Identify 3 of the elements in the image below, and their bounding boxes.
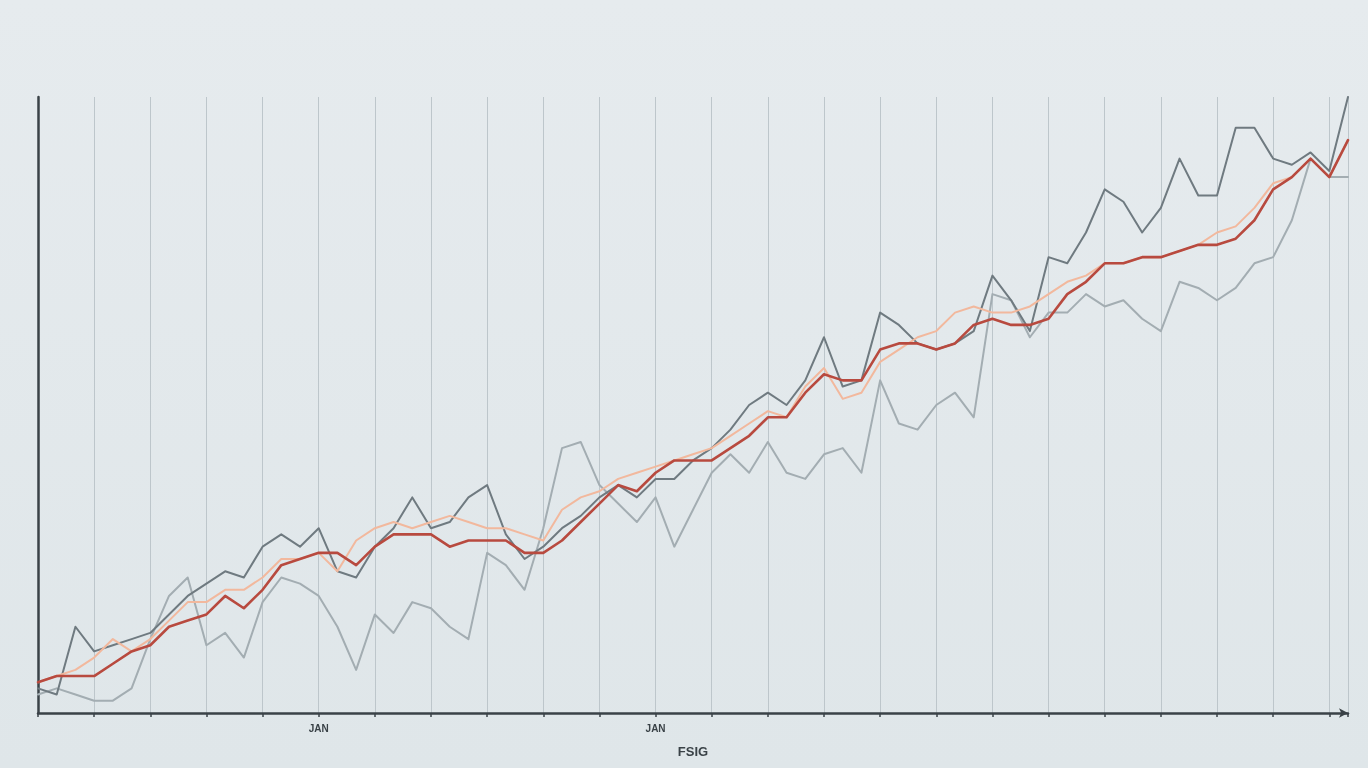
x-tick-label: JAN	[645, 722, 666, 734]
x-axis-title: FSIG	[677, 744, 709, 759]
x-tick-label: JAN	[308, 722, 329, 734]
